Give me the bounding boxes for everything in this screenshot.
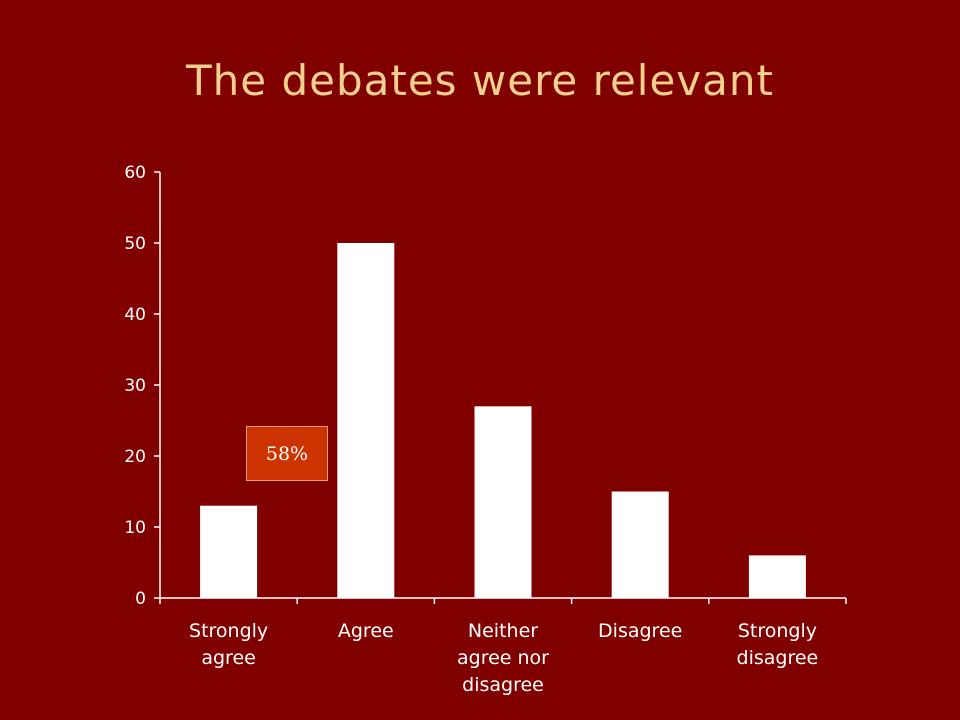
bar (474, 406, 532, 598)
x-category-label: Neither (468, 620, 538, 642)
y-tick-label: 60 (124, 163, 146, 183)
y-tick-label: 50 (124, 234, 146, 254)
percentage-callout: 58% (246, 426, 328, 481)
bar (337, 243, 395, 598)
bar (611, 491, 669, 598)
x-category-label: agree (201, 647, 255, 669)
x-category-label: agree nor (457, 647, 549, 669)
x-category-label: Strongly (189, 620, 268, 642)
y-tick-label: 40 (124, 305, 146, 325)
slide-title: The debates were relevant (185, 56, 774, 105)
x-category-label: Disagree (598, 620, 682, 642)
bar (748, 555, 806, 598)
bar (200, 505, 258, 598)
x-category-label: Strongly (738, 620, 817, 642)
y-tick-label: 0 (135, 589, 146, 609)
y-tick-label: 20 (124, 447, 146, 467)
x-category-label: disagree (737, 647, 819, 669)
x-category-label: Agree (338, 620, 394, 642)
x-category-label: disagree (462, 674, 544, 696)
y-tick-label: 30 (124, 376, 146, 396)
y-tick-label: 10 (124, 518, 146, 538)
